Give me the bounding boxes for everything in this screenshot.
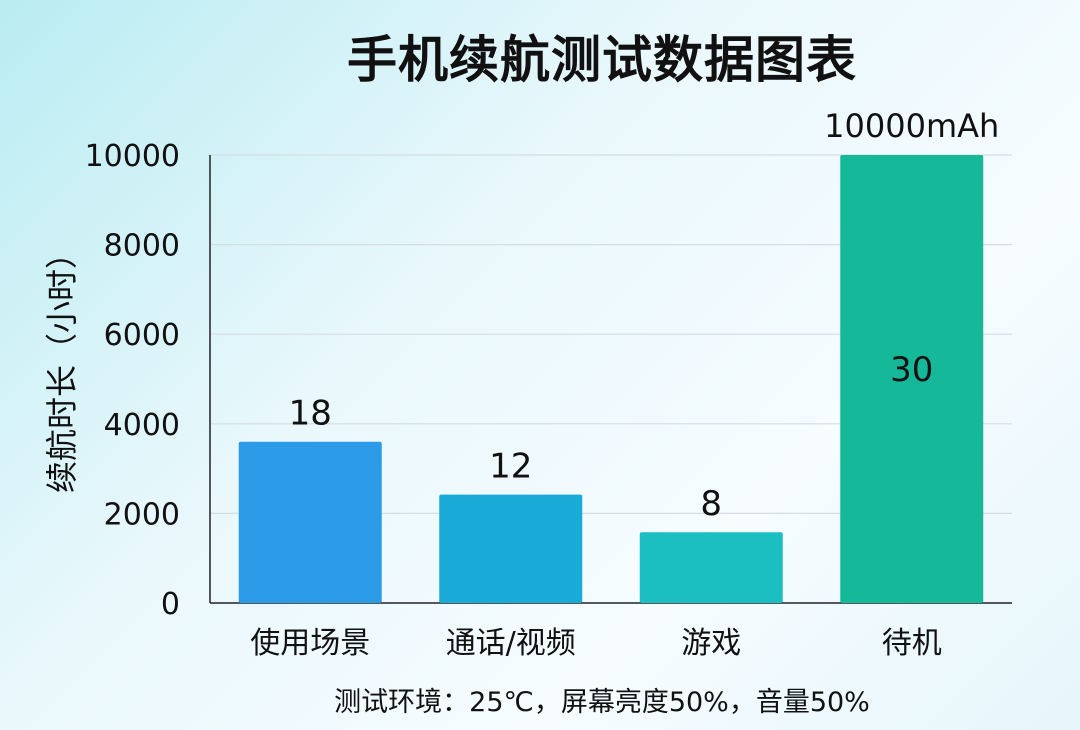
- bar-extra-label: 10000mAh: [824, 107, 999, 145]
- bar: [840, 155, 984, 603]
- y-tick-label: 6000: [104, 318, 180, 353]
- bar-value-label: 18: [289, 394, 332, 434]
- x-tick-label: 游戏: [681, 626, 741, 661]
- x-tick-label: 通话/视频: [446, 626, 576, 661]
- y-tick-label: 10000: [85, 139, 180, 174]
- y-tick-label: 0: [161, 587, 180, 622]
- bar-value-label: 30: [890, 350, 933, 390]
- y-tick-label: 4000: [104, 408, 180, 443]
- bar: [639, 532, 783, 603]
- bar: [238, 441, 382, 603]
- y-tick-label: 2000: [104, 497, 180, 532]
- chart-title: 手机续航测试数据图表: [347, 31, 857, 89]
- bar-value-label: 8: [700, 484, 722, 524]
- test-conditions-note: 测试环境：25℃，屏幕亮度50%，音量50%: [334, 687, 870, 718]
- y-tick-label: 8000: [104, 229, 180, 264]
- x-tick-label: 待机: [882, 626, 942, 661]
- bar: [439, 494, 583, 603]
- bar-value-label: 12: [489, 447, 532, 487]
- x-tick-label: 使用场景: [250, 626, 370, 661]
